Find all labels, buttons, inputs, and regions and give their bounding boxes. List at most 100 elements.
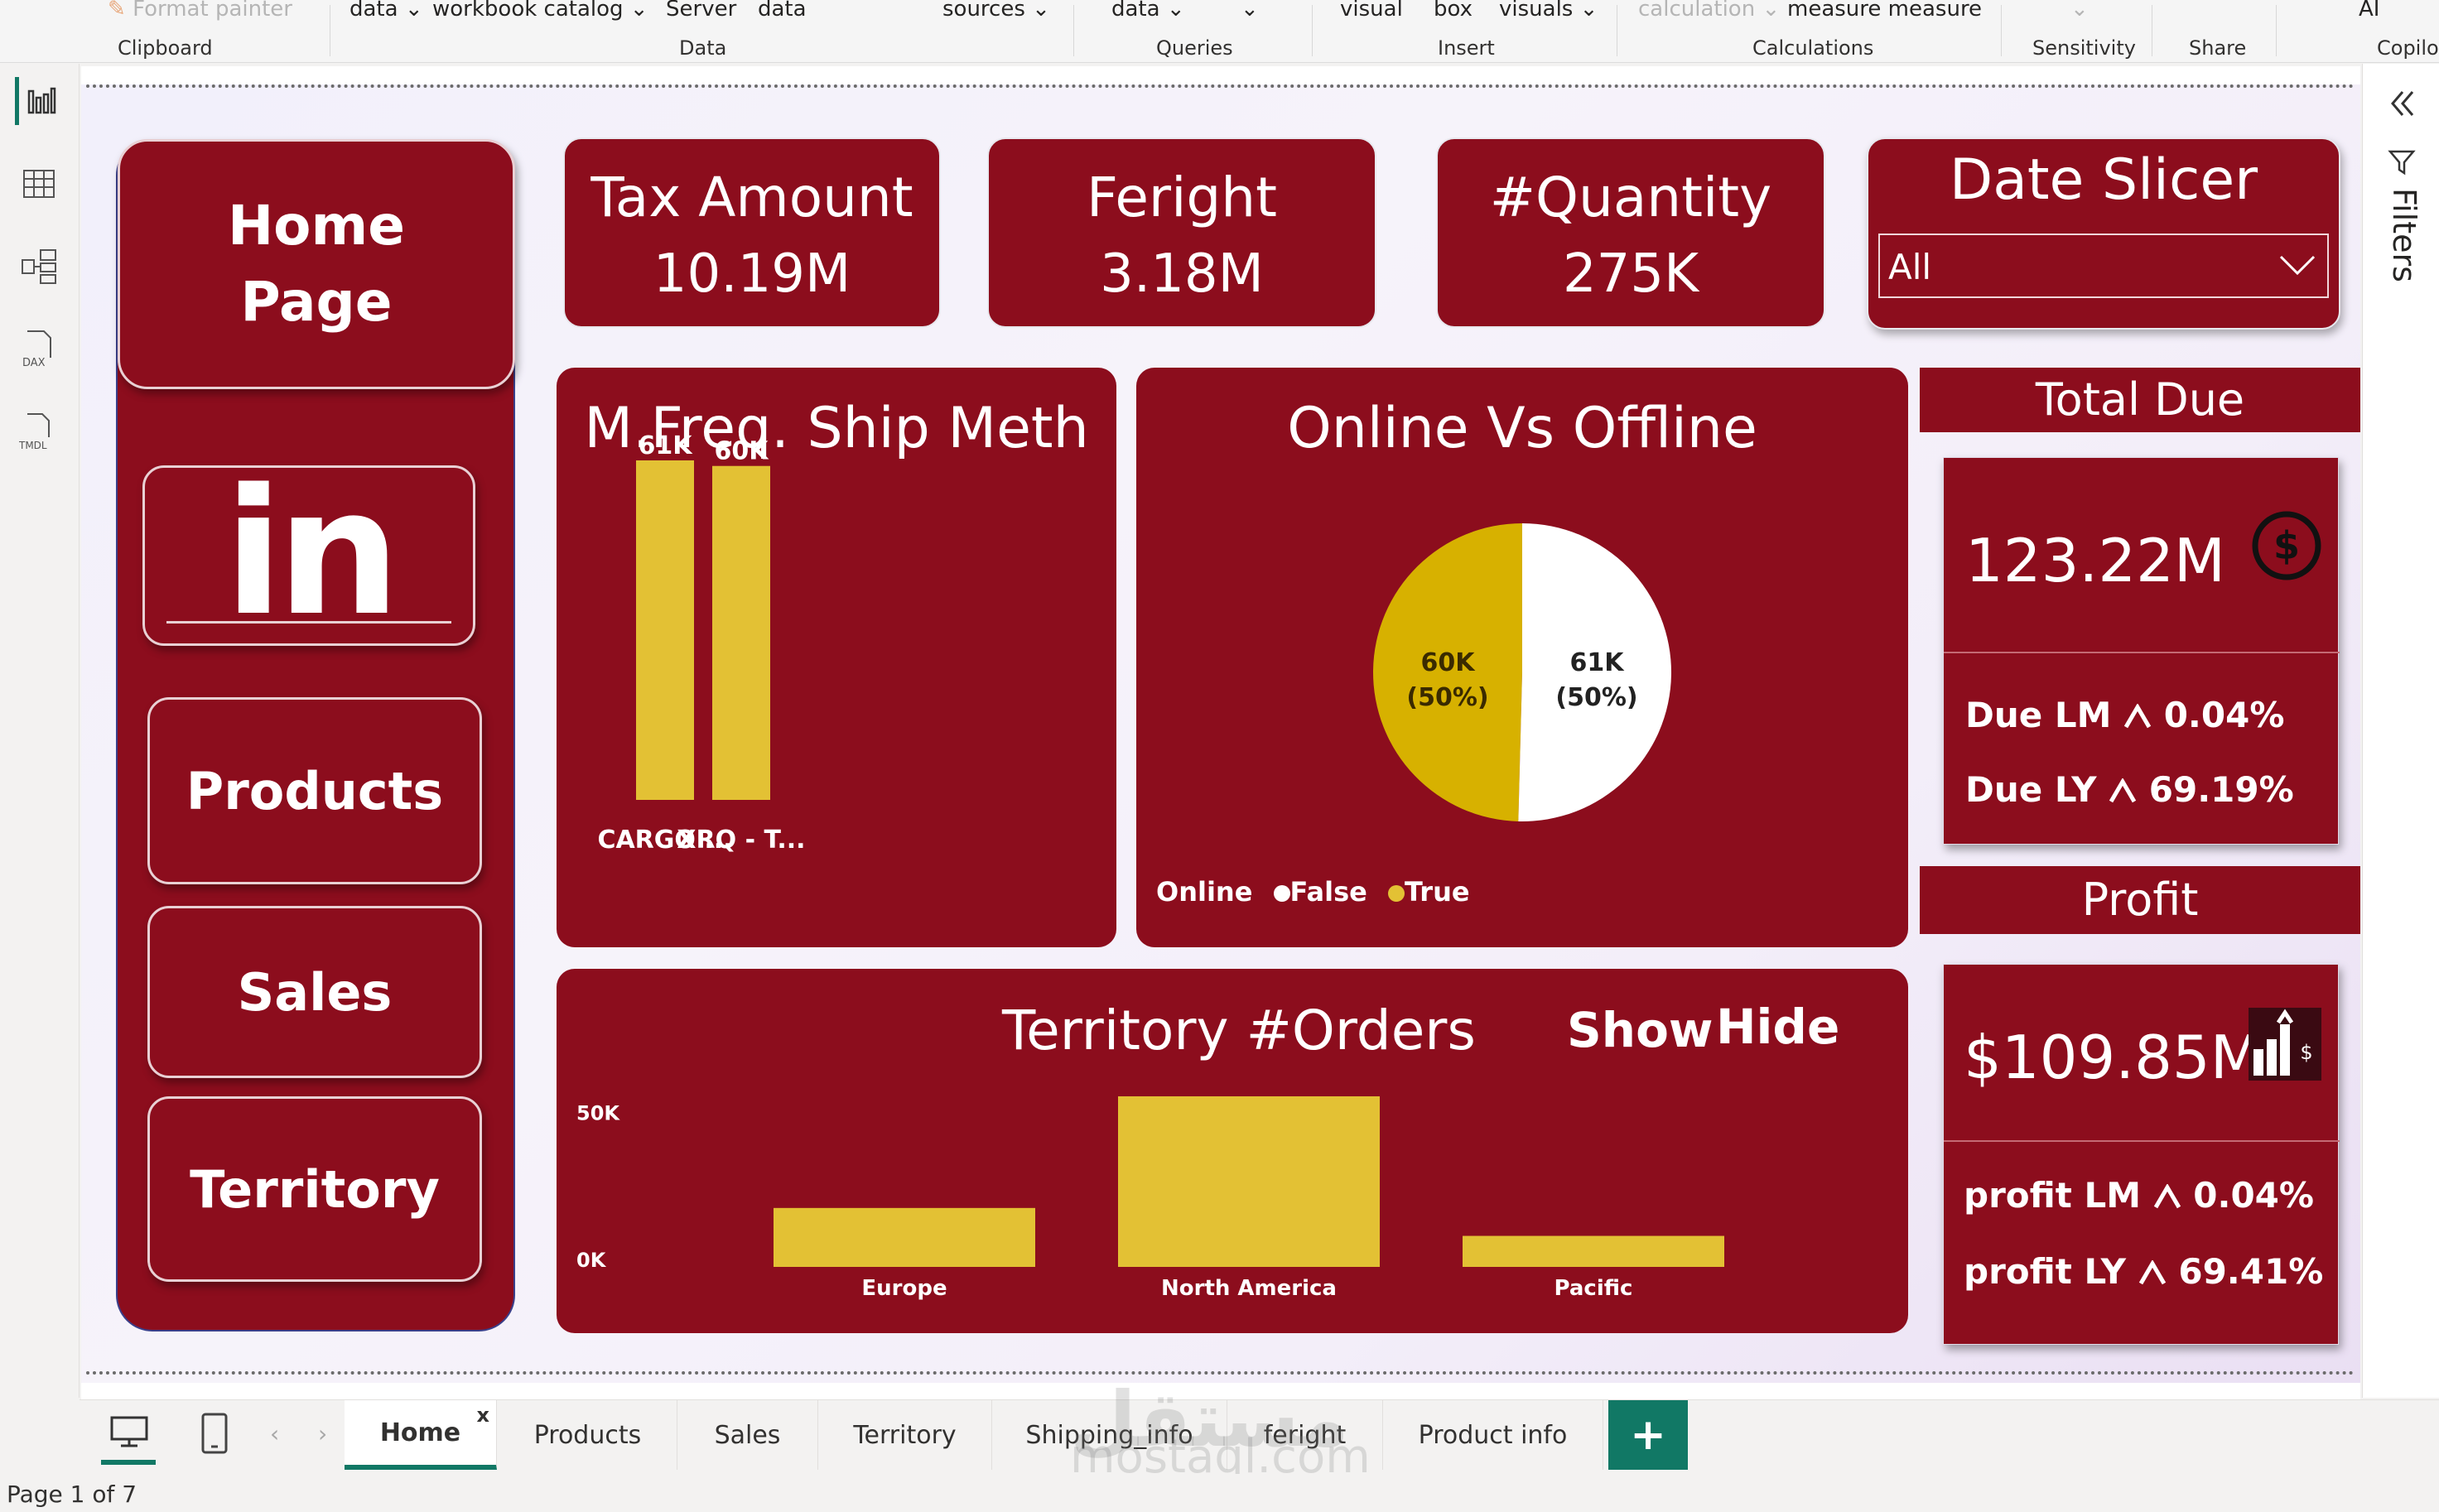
due-lm-value: 0.04%: [2163, 695, 2285, 735]
phone-icon: [201, 1413, 228, 1454]
group-clipboard: Clipboard: [118, 36, 213, 60]
copilot-ai-button[interactable]: AI: [2359, 0, 2380, 22]
kpi-title: Feright: [1086, 166, 1278, 229]
ribbon-separator: [1073, 5, 1074, 56]
home-page-label-line1: Home: [227, 194, 406, 258]
x-tick-label: Pacific: [1555, 1276, 1633, 1301]
onelake-catalog-button[interactable]: workbook catalog ⌄: [432, 0, 648, 22]
show-button[interactable]: Show: [1567, 1002, 1714, 1058]
queries-dropdown-button[interactable]: ⌄: [1241, 0, 1259, 22]
filters-pane-collapsed: Filters: [2362, 64, 2439, 1398]
territory-chart-title: Territory #Orders: [1002, 999, 1476, 1062]
table-view-icon[interactable]: [15, 160, 63, 208]
legend-item-true: True: [1404, 876, 1470, 908]
x-tick-label: CARGO ...: [597, 826, 732, 855]
tab-territory[interactable]: Territory: [818, 1400, 992, 1470]
dax-query-icon[interactable]: DAX: [15, 325, 63, 373]
tab-label: Product info: [1418, 1420, 1568, 1450]
tab-home[interactable]: Home x: [345, 1400, 497, 1470]
pie-label-false-value: 61K: [1570, 648, 1626, 677]
svg-text:$: $: [2273, 523, 2300, 568]
format-painter-button[interactable]: ✎ Format painter: [108, 0, 292, 20]
filter-icon: [2388, 150, 2416, 176]
tab-product-info[interactable]: Product info: [1383, 1400, 1603, 1470]
sales-nav-button[interactable]: Sales: [147, 906, 482, 1078]
svg-text:DAX: DAX: [22, 357, 46, 369]
close-tab-icon[interactable]: x: [476, 1404, 489, 1427]
ribbon-separator: [2001, 5, 2002, 56]
pie-slice-true: [1373, 523, 1522, 821]
profit-card: $109.85M $ profit LM 0.04% profit LY 69.…: [1943, 964, 2340, 1345]
products-nav-button[interactable]: Products: [147, 697, 482, 884]
quick-calculation-button[interactable]: calculation ⌄: [1638, 0, 1781, 22]
refresh-data-button[interactable]: data ⌄: [1111, 0, 1185, 22]
tab-products[interactable]: Products: [499, 1400, 677, 1470]
new-measure-button[interactable]: measure measure: [1787, 0, 1983, 22]
scroll-tabs-left-icon[interactable]: ‹: [270, 1420, 280, 1447]
status-bar: Page 1 of 7: [0, 1474, 2439, 1512]
add-page-button[interactable]: +: [1608, 1400, 1688, 1470]
home-page-label-line2: Page: [240, 270, 393, 334]
model-view-icon[interactable]: [15, 243, 63, 291]
sales-nav-label: Sales: [237, 961, 393, 1023]
tab-sales[interactable]: Sales: [677, 1400, 818, 1470]
report-view-icon[interactable]: [15, 77, 63, 125]
scroll-tabs-right-icon[interactable]: ›: [318, 1420, 328, 1447]
territory-nav-label: Territory: [190, 1158, 440, 1220]
date-slicer: Date Slicer All: [1867, 137, 2340, 330]
tab-feright[interactable]: feright: [1227, 1400, 1383, 1470]
sensitivity-dropdown-button[interactable]: ⌄: [2070, 0, 2089, 22]
ship-method-chart-card: M.Freq. Ship Meth 61K CARGO ... 60K XRQ - T…: [557, 368, 1116, 947]
sql-server-button[interactable]: Server: [666, 0, 737, 22]
card-divider: [1944, 652, 2340, 653]
linkedin-underline: [166, 621, 451, 624]
linkedin-icon: in: [224, 451, 401, 654]
profit-value: $109.85M: [1964, 1023, 2262, 1092]
pie-chart-title: Online Vs Offline: [1287, 396, 1757, 461]
profit-header: Profit: [1920, 866, 2360, 934]
x-tick-label: Europe: [861, 1276, 947, 1301]
new-visual-button[interactable]: visual: [1340, 0, 1403, 22]
arrow-up-icon: [2138, 1251, 2167, 1292]
recent-sources-button[interactable]: sources ⌄: [942, 0, 1050, 22]
home-page-button[interactable]: Home Page: [118, 139, 515, 389]
text-box-button[interactable]: box: [1434, 0, 1473, 22]
tab-label: Territory: [853, 1420, 957, 1450]
total-due-header: Total Due: [1920, 368, 2360, 432]
territory-orders-chart-card: Territory #Orders Show Hide 0K 50K Europe N…: [557, 969, 1908, 1333]
linkedin-button[interactable]: in: [142, 465, 475, 646]
group-data: Data: [679, 36, 727, 60]
more-visuals-button[interactable]: visuals ⌄: [1499, 0, 1598, 22]
kpi-value: 10.19M: [653, 243, 851, 305]
tax-amount-card: Tax Amount 10.19M: [563, 137, 941, 328]
y-tick-label: 50K: [576, 1102, 620, 1125]
territory-nav-button[interactable]: Territory: [147, 1096, 482, 1282]
filters-label[interactable]: Filters: [2386, 188, 2422, 282]
pie-slice-false: [1518, 523, 1671, 821]
pie-label-false-pct: (50%): [1555, 683, 1637, 712]
expand-pane-icon[interactable]: [2386, 87, 2419, 120]
pie-label-true-value: 60K: [1421, 648, 1477, 677]
enter-data-button[interactable]: data: [758, 0, 807, 22]
bar: [636, 460, 694, 800]
bar: [1463, 1235, 1724, 1267]
group-calculations: Calculations: [1752, 36, 1874, 60]
profit-chart-icon: $: [2249, 1008, 2321, 1081]
get-data-button[interactable]: data ⌄: [349, 0, 423, 22]
slicer-dropdown[interactable]: All: [1878, 234, 2329, 298]
kpi-value: 275K: [1562, 243, 1699, 305]
tab-label: feright: [1263, 1420, 1347, 1450]
hide-button[interactable]: Hide: [1716, 999, 1840, 1055]
group-sensitivity: Sensitivity: [2032, 36, 2136, 60]
total-due-card: 123.22M $ Due LM 0.04% Due LY 69.19%: [1943, 457, 2340, 845]
arrow-up-icon: [2153, 1175, 2181, 1216]
monitor-icon: [110, 1416, 148, 1447]
arrow-up-icon: [2123, 695, 2152, 735]
desktop-layout-button[interactable]: [101, 1410, 156, 1468]
tab-shipping-info[interactable]: Shipping_info: [992, 1400, 1227, 1470]
slicer-value: All: [1888, 247, 1932, 287]
mobile-layout-button[interactable]: [200, 1412, 234, 1458]
pie-label-true-pct: (50%): [1406, 683, 1488, 712]
tmdl-view-icon[interactable]: TMDL: [15, 408, 63, 456]
card-divider: [1944, 1140, 2340, 1142]
